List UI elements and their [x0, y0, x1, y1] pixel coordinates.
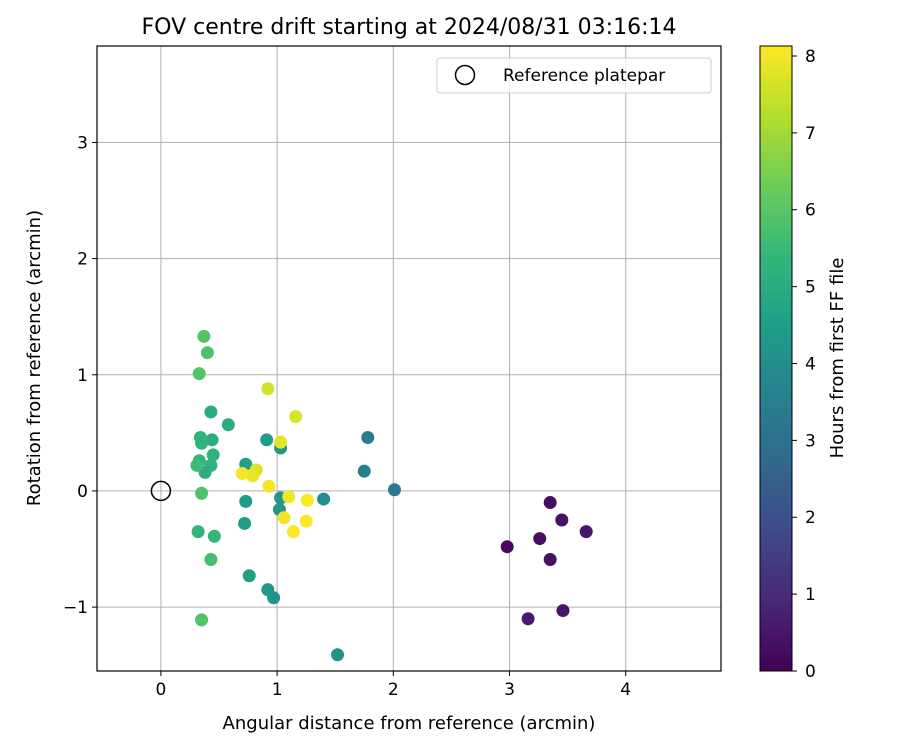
scatter-point — [299, 514, 313, 528]
scatter-point — [260, 433, 274, 447]
scatter-point — [193, 430, 207, 444]
legend-label: Reference platepar — [503, 66, 665, 86]
y-tick-label: 1 — [77, 366, 88, 386]
scatter-point — [204, 552, 218, 566]
colorbar-label: Hours from first FF file — [827, 258, 848, 459]
reference-platepar-marker — [150, 480, 172, 502]
scatter-point — [579, 525, 593, 539]
x-tick-label: 4 — [620, 680, 631, 700]
y-tick-label: 3 — [77, 133, 88, 153]
scatter-point — [533, 532, 547, 546]
colorbar-tick-label: 2 — [805, 508, 816, 528]
scatter-point — [282, 490, 296, 504]
colorbar-tick-label: 3 — [805, 431, 816, 451]
scatter-point — [207, 529, 221, 543]
x-tick-label: 0 — [155, 680, 166, 700]
scatter-point — [239, 494, 253, 508]
scatter-point — [317, 492, 331, 506]
scatter-point — [521, 612, 535, 626]
scatter-point — [246, 469, 260, 483]
scatter-point — [205, 433, 219, 447]
legend: Reference platepar — [436, 57, 712, 94]
x-tick-label: 1 — [272, 680, 283, 700]
scatter-point — [261, 583, 275, 597]
chart-title: FOV centre drift starting at 2024/08/31 … — [142, 15, 677, 40]
scatter-point — [204, 405, 218, 419]
y-tick-label: −1 — [63, 598, 88, 618]
colorbar-bar — [759, 45, 793, 672]
scatter-point — [289, 410, 303, 424]
scatter-point — [387, 483, 401, 497]
scatter-point — [300, 493, 314, 507]
scatter-point — [238, 516, 252, 530]
grid-lines — [97, 46, 721, 671]
colorbar-tick-label: 7 — [805, 124, 816, 144]
x-tick-label: 2 — [388, 680, 399, 700]
plot-area — [96, 45, 722, 672]
y-axis-ticks: −1 0 1 2 3 — [63, 133, 97, 618]
scatter-point — [221, 418, 235, 432]
colorbar-tick-label: 0 — [805, 662, 816, 682]
x-axis-label: Angular distance from reference (arcmin) — [223, 713, 596, 734]
colorbar-ticks: 0 1 2 3 4 5 6 7 8 — [792, 47, 816, 682]
scatter-point — [556, 604, 570, 618]
scatter-point — [277, 511, 291, 525]
colorbar-tick-label: 6 — [805, 201, 816, 221]
data-points — [190, 329, 593, 662]
scatter-point — [197, 329, 211, 343]
scatter-point — [192, 367, 206, 381]
colorbar-tick-label: 4 — [805, 354, 816, 374]
colorbar: 0 1 2 3 4 5 6 7 8 Hours from first FF file — [759, 45, 848, 682]
scatter-point — [361, 430, 375, 444]
x-axis-ticks: 0 1 2 3 4 — [155, 671, 631, 700]
reference-marker-layer — [150, 480, 172, 502]
scatter-point — [200, 346, 214, 360]
scatter-point — [274, 435, 288, 449]
scatter-point — [331, 648, 345, 662]
scatter-point — [191, 525, 205, 539]
scatter-point — [195, 613, 209, 627]
scatter-point — [206, 448, 220, 462]
y-axis-label: Rotation from reference (arcmin) — [24, 210, 45, 506]
x-tick-label: 3 — [504, 680, 515, 700]
scatter-point — [543, 496, 557, 510]
colorbar-tick-label: 1 — [805, 585, 816, 605]
scatter-point — [543, 552, 557, 566]
scatter-point — [235, 467, 249, 481]
legend-marker-open-circle — [454, 64, 476, 86]
colorbar-tick-label: 5 — [805, 278, 816, 298]
scatter-point — [242, 569, 256, 583]
scatter-point — [195, 486, 209, 500]
scatter-point — [286, 525, 300, 539]
scatter-point — [500, 540, 514, 554]
scatter-point — [555, 513, 569, 527]
y-tick-label: 0 — [77, 482, 88, 502]
legend-box — [436, 57, 712, 94]
scatter-point — [190, 458, 204, 472]
y-tick-label: 2 — [77, 250, 88, 270]
scatter-point — [262, 479, 276, 493]
colorbar-tick-label: 8 — [805, 47, 816, 67]
scatter-point — [261, 382, 275, 396]
scatter-point — [357, 464, 371, 478]
